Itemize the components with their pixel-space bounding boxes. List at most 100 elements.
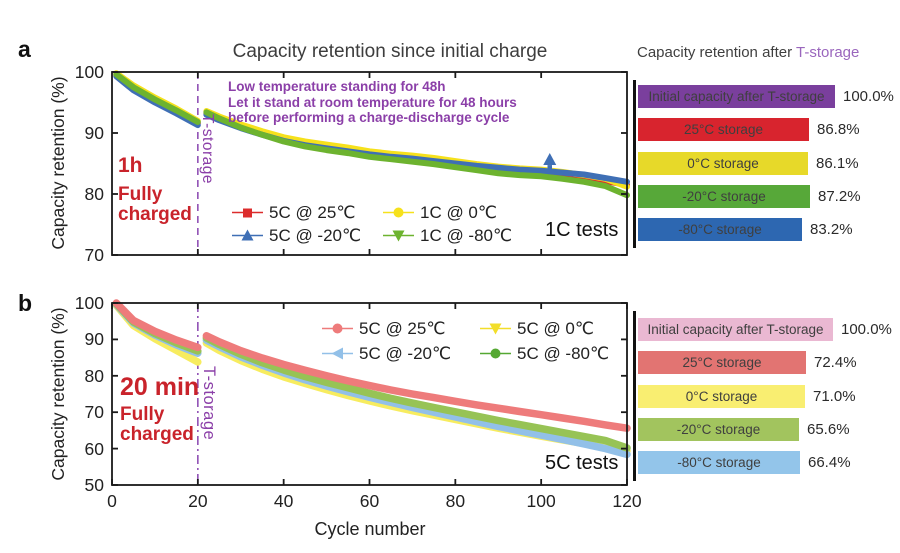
bar-label: 0°C storage	[687, 155, 759, 171]
bar-label: Initial capacity after T-storage	[647, 322, 824, 337]
arrow-up-marker	[543, 153, 557, 166]
square-marker-icon	[232, 208, 263, 218]
legend-label: 5C @ -20℃	[359, 343, 452, 363]
y-tick-label: 70	[84, 402, 104, 423]
bar-label: 0°C storage	[685, 388, 758, 404]
bar-label: -80°C storage	[678, 222, 762, 238]
bar: Initial capacity after T-storage	[638, 318, 833, 341]
bars-b: Initial capacity after T-storage 100.0% 25…	[638, 318, 900, 481]
triangle-up-marker-icon	[232, 229, 263, 241]
panel-a-tests-label: 1C tests	[545, 219, 619, 241]
legend-item: 5C @ 25℃	[321, 317, 479, 340]
bar: 0°C storage	[638, 151, 808, 175]
triangle-left-marker-icon	[322, 347, 353, 360]
x-tick-label: 40	[273, 491, 294, 511]
bar-label: 25°C storage	[684, 122, 763, 138]
storage-note-line: before performing a charge-discharge cyc…	[228, 110, 510, 125]
bar-label: -20°C storage	[676, 421, 761, 437]
y-tick-label: 80	[84, 365, 104, 386]
series-line	[113, 71, 201, 125]
legend-label: 1C @ -80℃	[420, 225, 513, 245]
charge-note-line: Fully	[120, 404, 165, 426]
storage-note-line: Low temperature standing for 48h	[228, 79, 446, 94]
legend-label: 5C @ 25℃	[359, 318, 446, 338]
legend-marker-shape	[392, 230, 405, 242]
legend-marker-shape	[241, 229, 254, 241]
bar: 0°C storage	[638, 384, 805, 408]
legend-marker-shape	[489, 323, 502, 335]
bar-label: -80°C storage	[677, 455, 761, 471]
panel-b-legend: 5C @ 25℃ 5C @ 0℃ 5C @ -20℃ 5C @ -80℃	[321, 317, 609, 365]
legend-label: 1C @ 0℃	[420, 202, 497, 222]
charge-note-line: 1h	[118, 154, 143, 177]
x-tick-label: 80	[445, 491, 466, 511]
bar-value: 87.2%	[818, 187, 861, 205]
bar-row: 0°C storage 71.0%	[638, 384, 900, 408]
panel-b-letter: b	[18, 290, 33, 316]
bar-row: -80°C storage 83.2%	[638, 218, 900, 242]
triangle-down-marker-icon	[383, 230, 414, 242]
series-line	[112, 299, 202, 352]
bars-title-highlight: T-storage	[795, 44, 860, 61]
legend-item: 5C @ -20℃	[231, 225, 382, 246]
bars-title: Capacity retention after T-storage	[637, 44, 859, 61]
legend-item: 5C @ 0℃	[479, 317, 609, 340]
series-line	[112, 299, 202, 355]
legend-label: 5C @ 0℃	[517, 318, 594, 338]
series-line	[113, 73, 201, 129]
bar-value: 65.6%	[807, 420, 850, 438]
bars-b-axis	[633, 311, 636, 481]
storage-note-line: Let it stand at room temperature for 48 …	[228, 94, 517, 110]
panel-a-letter: a	[18, 36, 31, 62]
charge-note-line: charged	[118, 203, 192, 225]
bar-value: 100.0%	[841, 321, 892, 338]
legend-marker-shape	[331, 347, 343, 360]
x-tick-label: 120	[612, 491, 642, 511]
panel-a-ylabel: Capacity retention (%)	[47, 76, 68, 250]
bar-row: -20°C storage 65.6%	[638, 417, 900, 441]
legend-item: 5C @ -20℃	[321, 342, 479, 365]
legend-label: 5C @ 25℃	[269, 202, 356, 222]
panel-a-tstorage-label: T-storage	[199, 114, 216, 184]
legend-item: 5C @ -80℃	[479, 342, 609, 365]
bar: 25°C storage	[638, 351, 806, 375]
bar-row: -80°C storage 66.4%	[638, 451, 900, 475]
circle-marker-icon	[383, 207, 414, 218]
series-line	[113, 70, 201, 124]
y-tick-label: 90	[84, 329, 104, 350]
panel-b-xlabel: Cycle number	[314, 519, 426, 539]
panel-b-charge-note: 20 min Fully charged	[120, 374, 199, 445]
charge-note-line: charged	[120, 424, 194, 446]
bar-label: Initial capacity after T-storage	[648, 89, 825, 104]
bar-value: 66.4%	[808, 454, 851, 472]
x-tick-label: 0	[107, 491, 117, 511]
circle-marker-icon	[322, 323, 353, 334]
y-tick-label: 60	[84, 438, 104, 459]
panel-b-ylabel: Capacity retention (%)	[47, 307, 68, 481]
bar-row: -20°C storage 87.2%	[638, 184, 900, 208]
bar-value: 83.2%	[810, 221, 853, 239]
y-tick-label: 70	[84, 245, 104, 265]
legend-item: 1C @ 0℃	[382, 202, 512, 223]
x-tick-label: 60	[359, 491, 380, 511]
triangle-down-marker-icon	[480, 323, 511, 335]
y-tick-label: 100	[74, 62, 104, 82]
x-tick-label: 100	[526, 491, 556, 511]
legend-marker-shape	[490, 348, 501, 359]
bars-a-axis	[633, 80, 636, 248]
bar-value: 86.1%	[816, 154, 859, 172]
bar-label: 25°C storage	[682, 355, 762, 371]
bar: 25°C storage	[638, 118, 809, 142]
storage-procedure-note: Low temperature standing for 48h Let it …	[228, 79, 517, 126]
legend-label: 5C @ -20℃	[269, 225, 362, 245]
bar-value: 71.0%	[813, 387, 856, 405]
charge-note-line: Fully	[118, 184, 163, 206]
panel-a-title: Capacity retention since initial charge	[232, 41, 548, 62]
series-line	[112, 300, 202, 357]
series-line	[113, 72, 201, 127]
circle-marker-icon	[480, 348, 511, 359]
charge-note-line: 20 min	[120, 373, 200, 401]
y-tick-label: 100	[74, 293, 104, 313]
bars-title-prefix: Capacity retention after	[637, 44, 796, 61]
